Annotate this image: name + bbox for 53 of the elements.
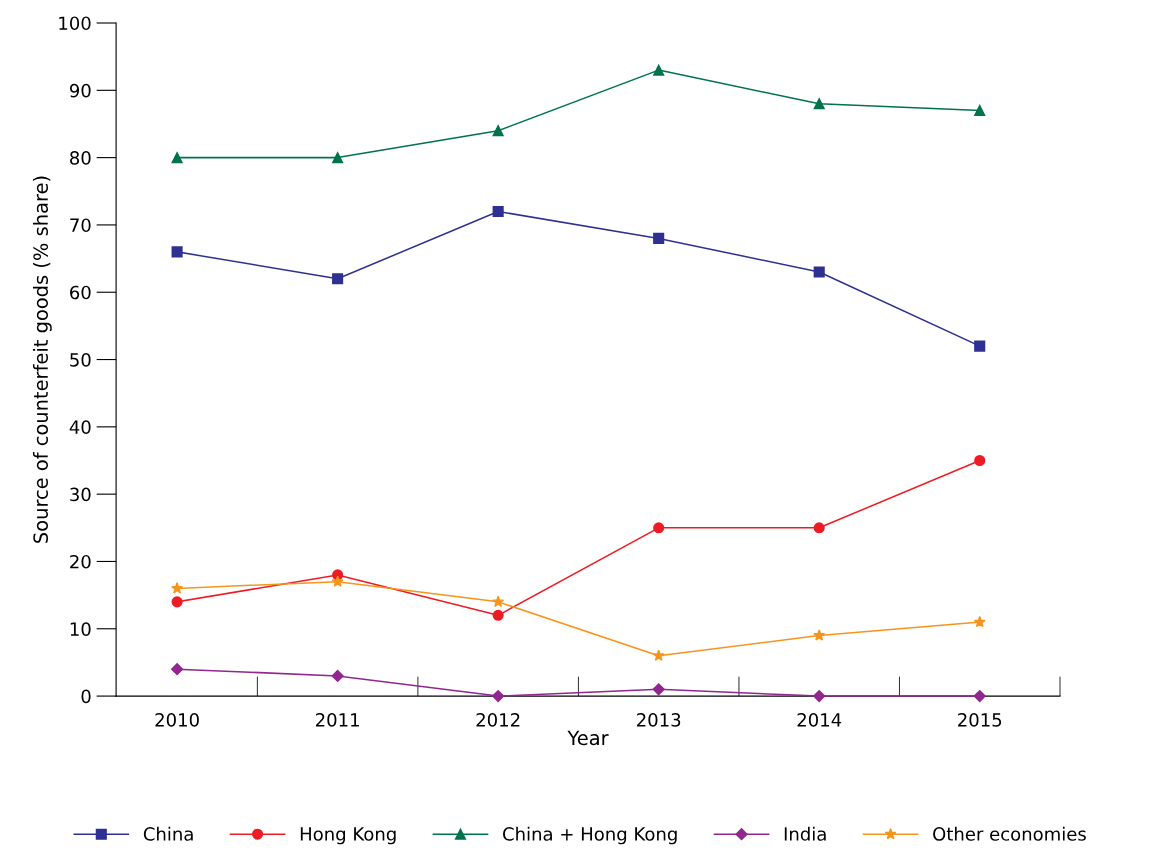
point [973,689,986,703]
y-tick-label: 80 [70,151,91,165]
legend-label: India [784,826,826,841]
x-tick-label: 2010 [155,713,199,727]
point [331,575,344,587]
point [332,152,344,164]
point [653,522,665,534]
y-tick-label: 20 [70,554,91,569]
point [652,683,665,696]
y-tick-label: 30 [70,487,91,502]
y-tick-label: 0 [81,689,91,704]
point [813,522,825,534]
y-tick-label: 50 [70,353,91,367]
point [974,104,986,117]
y-tick-label: 60 [70,285,91,300]
x-tick-label: 2014 [797,713,842,727]
point [171,663,184,676]
x-axis-title: Year [567,730,609,746]
point [653,232,665,244]
y-tick-label: 70 [70,218,91,233]
point [813,689,826,703]
point [171,596,183,608]
point [974,340,986,352]
y-tick-label: 10 [70,622,91,636]
point [813,98,825,110]
point [813,266,825,278]
point [974,454,986,467]
point [492,689,505,703]
y-tick-label: 40 [69,420,91,434]
legend-label: China [143,826,193,841]
x-tick-label: 2012 [476,713,520,727]
point [171,582,184,594]
point [653,64,665,76]
y-tick-label: 90 [69,83,91,98]
legend-label: China + Hong Kong [503,826,677,845]
point [332,273,344,285]
point [492,595,505,608]
point [492,609,504,621]
point [973,615,986,628]
point [652,649,665,661]
legend-label: Hong Kong [300,827,396,845]
point [813,629,826,641]
point [171,246,183,258]
point [492,125,504,137]
x-tick-label: 2015 [958,713,1002,727]
legend-label: Other economies [933,826,1086,841]
x-tick-label: 2013 [637,713,681,727]
y-tick-label: 100 [59,16,91,31]
point [171,152,183,164]
y-axis-title: Source of counterfeit goods (% share) [32,176,52,543]
x-tick-label: 2011 [315,713,359,727]
point [492,205,504,218]
point [331,669,344,682]
